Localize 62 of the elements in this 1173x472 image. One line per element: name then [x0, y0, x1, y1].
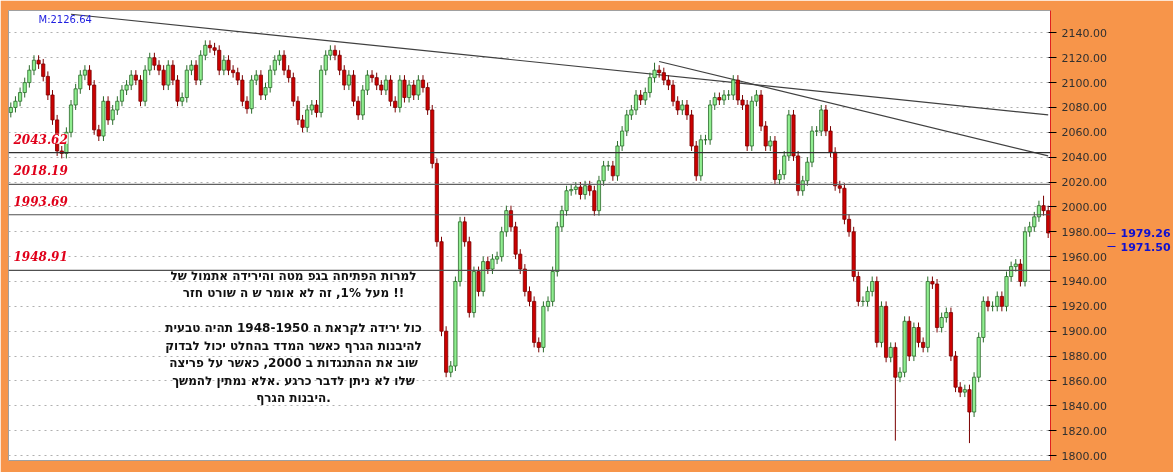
ref-line-label: 1993.69 [13, 194, 69, 209]
y-tick-label: 2080.00 [1061, 101, 1107, 115]
candlestick [407, 79, 412, 103]
candlestick [633, 89, 639, 116]
y-tick-label: 2100.00 [1061, 76, 1107, 90]
candlestick [166, 59, 171, 91]
candlestick [383, 74, 388, 96]
candlestick [370, 69, 375, 84]
candlestick [985, 295, 990, 312]
candlestick [583, 180, 588, 200]
candlestick [416, 74, 421, 101]
y-tick-label: 1840.00 [1061, 399, 1107, 413]
candlestick [1018, 258, 1023, 287]
candlestick [476, 266, 481, 297]
candlestick [282, 49, 287, 76]
candlestick [305, 104, 310, 133]
candlestick [995, 290, 1000, 312]
y-tick-label: 1880.00 [1061, 350, 1107, 364]
y-tick-label: 1860.00 [1061, 374, 1107, 388]
y-tick-label: 2040.00 [1061, 151, 1107, 165]
candlestick [258, 69, 263, 101]
y-tick-label: 2020.00 [1061, 176, 1107, 190]
candlestick [226, 54, 231, 76]
candlestick [967, 384, 972, 444]
y-tick-label: 2140.00 [1061, 26, 1107, 40]
candlestick [916, 322, 921, 348]
candlestick [721, 89, 727, 106]
candlestick [194, 59, 199, 86]
candlestick [411, 79, 416, 101]
annotation: כול ירידה לקראת ה 1948-1950 תהיה טבעית להיבנות הגרף כאשר המדד בהחלט יכול לבדוק שוב את ההתנגדות ב 2000, כאשר על פריצה שלו לא ניתן לדבר כרגע .אלא נמתין להמשך היבנות הגרף. [165, 321, 422, 405]
text: 1979.26 [1120, 227, 1171, 241]
y-tick-label: 1920.00 [1061, 300, 1107, 314]
y-tick-label: 2060.00 [1061, 126, 1107, 140]
ref-line-label: 2018.19 [12, 164, 69, 179]
annotation: M:2126.64 [38, 13, 92, 25]
y-tick-label: 1960.00 [1061, 250, 1107, 264]
candlestick [490, 253, 495, 275]
y-tick-label: 1980.00 [1061, 225, 1107, 239]
y-tick-label: 2120.00 [1061, 51, 1107, 65]
ref-line-label: 1948.91 [13, 250, 68, 265]
y-tick-label: 1820.00 [1061, 424, 1107, 438]
candlestick [221, 54, 226, 76]
candlestick [819, 104, 824, 137]
y-tick-label: 1940.00 [1061, 275, 1107, 289]
candlestick [610, 160, 615, 182]
candlestick [161, 64, 166, 91]
candlestick [865, 285, 870, 307]
candlestick [731, 74, 736, 101]
ref-line-label: 2043.62 [12, 132, 68, 147]
candlestick [138, 74, 143, 107]
candlestick [999, 290, 1004, 312]
candlestick [346, 69, 351, 91]
candlestick [888, 341, 893, 363]
y-tick-label: 2000.00 [1061, 200, 1107, 214]
candlestick [1036, 200, 1041, 223]
annotation: למרות הפתיחה בגפ מטה והירידה אתמול של מעל 1%, זה לא אומר ש ה שורט חזר !! [170, 268, 417, 300]
candlestick [106, 95, 111, 126]
candlestick [402, 74, 407, 103]
text: 1971.50 [1120, 240, 1171, 254]
y-tick-label: 1800.00 [1061, 449, 1107, 463]
candlestick [388, 74, 393, 107]
y-tick-label: 1900.00 [1061, 325, 1107, 339]
